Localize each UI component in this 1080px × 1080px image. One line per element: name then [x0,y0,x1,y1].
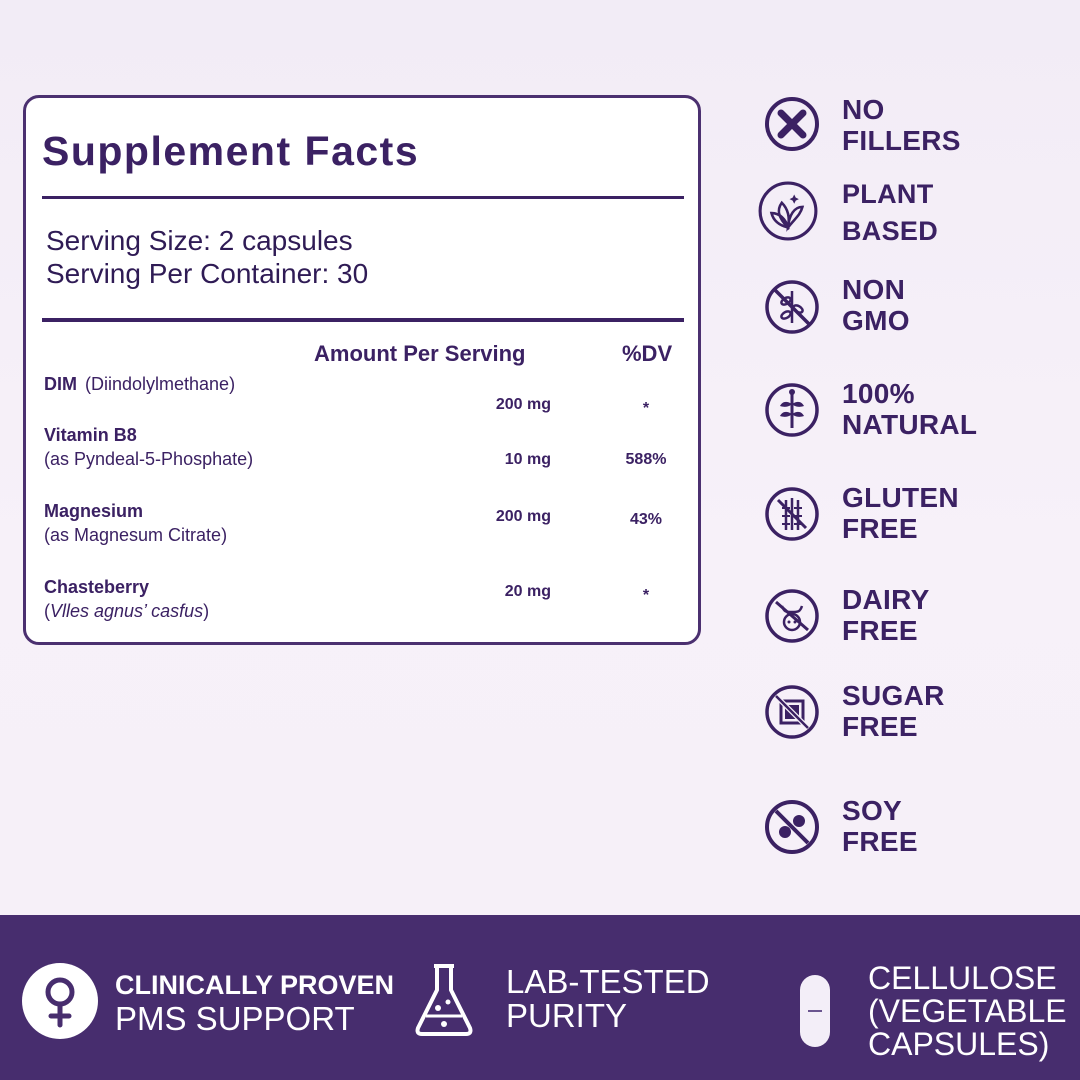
nutrient-sub: (as Pyndeal-5-Phosphate) [44,449,254,469]
badge-natural: 100% NATURAL [757,378,1067,448]
nutrient-name: Magnesium [44,501,143,522]
nutrient-sub: (as Magnesum Citrate) [44,525,228,545]
female-symbol-badge [22,963,98,1039]
badge-line: FILLERS [842,125,961,156]
supplement-facts-panel: Supplement Facts Serving Size: 2 capsule… [23,95,701,645]
serving-size: Serving Size: 2 capsules [46,225,353,256]
non-gmo-icon [765,280,819,334]
badge-dairy-free: DAIRY FREE [757,584,1067,654]
natural-plant-icon [765,383,819,437]
nutrient-amount: 10 mg [504,451,551,468]
nutrient-name-line: DIM (Diindolylmethane) [44,374,235,395]
servings-per-container: Serving Per Container: 30 [46,258,369,289]
facts-title: Supplement Facts [42,128,420,174]
badge-line: GLUTEN [842,482,959,513]
amount-per-serving-header: Amount Per Serving [314,341,526,366]
feature-clinically-proven: CLINICALLY PROVEN PMS SUPPORT [115,970,394,1038]
nutrient-amount: 20 mg [504,583,551,600]
badge-line: 100% [842,378,915,409]
feature-line: LAB-TESTED [506,963,710,1000]
badge-non-gmo: NON GMO [757,274,1067,345]
daily-value-header: %DV [622,341,673,366]
badge-line: PLANT [842,179,934,209]
flask-icon [415,964,473,1036]
feature-line: CAPSULES) [868,1026,1050,1062]
badge-line: NATURAL [842,409,978,440]
badge-line: FREE [842,615,918,646]
nutrient-sub: (Diindolylmethane) [85,374,236,394]
badge-line: SOY [842,795,903,826]
plant-leaf-icon [758,181,818,241]
nutrient-name-text: Chasteberry [44,577,150,597]
feature-band: CLINICALLY PROVEN PMS SUPPORT LAB-TESTED… [0,915,1080,1080]
badge-label: SUGAR FREE [842,680,945,742]
table-row: DIM (Diindolylmethane) 200 mg * [26,374,698,434]
nutrient-name-text: Magnesium [44,501,144,521]
badge-line: FREE [842,826,918,857]
feature-cellulose: CELLULOSE (VEGETABLE CAPSULES) [868,962,1067,1061]
feature-line: PURITY [506,997,628,1034]
nutrient-dv: * [642,400,650,417]
feature-lab-tested: LAB-TESTED PURITY [506,965,710,1033]
badge-line: DAIRY [842,584,930,615]
no-fillers-icon [765,97,819,151]
badge-no-fillers: NO FILLERS [757,92,1067,162]
paren-close: ) [203,601,210,621]
table-row: Vitamin B8 (as Pyndeal-5-Phosphate) 10 m… [26,425,698,485]
table-row: Chasteberry (Vlles agnus’ casfus) 20 mg … [26,577,698,637]
sugar-free-icon [765,685,819,739]
capsule-divider [808,1010,822,1012]
divider [42,196,684,199]
soy-free-icon [765,800,819,854]
badge-label: GLUTEN FREE [842,482,959,544]
feature-line: CELLULOSE [868,960,1057,996]
badge-line: SUGAR [842,680,945,711]
nutrient-name: Vitamin B8 [44,425,137,446]
badge-label: 100% NATURAL [842,378,977,440]
nutrient-sub: (Vlles agnus’ casfus) [44,601,209,622]
nutrient-dv: 43% [629,511,663,528]
nutrient-name: DIM [44,374,77,394]
divider [42,318,684,322]
badge-label: DAIRY FREE [842,584,930,646]
badge-line: GMO [842,305,910,336]
badge-label: NO FILLERS [842,94,961,156]
nutrient-dv: 588% [625,451,667,468]
nutrient-sub-italic: Vlles agnus’ casfus [50,601,204,621]
feature-line: CLINICALLY PROVEN [115,970,395,1000]
nutrient-amount: 200 mg [495,396,551,413]
badge-line: FREE [842,513,918,544]
badge-gluten-free: GLUTEN FREE [757,482,1067,552]
serving-info: Serving Size: 2 capsules Serving Per Con… [46,224,368,290]
badge-sugar-free: SUGAR FREE [757,680,1067,750]
badge-label: PLANT BASED [842,176,938,250]
nutrient-name: Chasteberry [44,577,149,598]
paren-open: ( [44,601,50,621]
female-symbol-icon [45,977,75,1028]
badge-soy-free: SOY FREE [757,795,1067,865]
badge-plant-based: PLANT BASED [757,176,1067,246]
dairy-free-icon [765,589,819,643]
badge-line: BASED [842,216,939,246]
nutrient-dv: * [642,587,650,604]
nutrient-amount: 200 mg [495,508,551,525]
badge-line: FREE [842,711,918,742]
badge-line: NON [842,274,906,305]
feature-line: (VEGETABLE [868,993,1067,1029]
badge-line: NO [842,94,885,125]
feature-line: PMS SUPPORT [115,1000,355,1037]
gluten-free-icon [765,487,819,541]
table-row: Magnesium (as Magnesum Citrate) 200 mg 4… [26,501,698,561]
badge-label: NON GMO [842,274,910,336]
capsule-icon [800,975,830,1047]
badge-label: SOY FREE [842,795,918,857]
nutrient-name-text: Vitamin B8 [44,425,137,445]
